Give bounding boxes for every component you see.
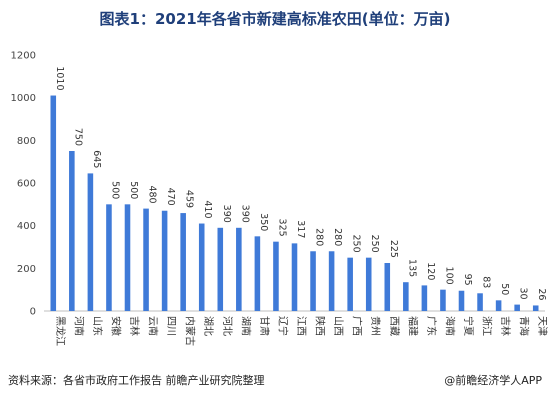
bar xyxy=(440,289,446,311)
y-tick-label: 0 xyxy=(30,307,36,318)
data-label: 280 xyxy=(332,228,343,246)
bar xyxy=(384,263,391,311)
category-label: 福建 xyxy=(406,316,419,336)
bar xyxy=(273,241,279,311)
category-label: 黑龙江 xyxy=(54,316,67,346)
y-tick-label: 600 xyxy=(17,179,36,190)
data-label: 317 xyxy=(295,220,306,238)
bar xyxy=(495,300,502,311)
category-label: 四川 xyxy=(165,316,176,336)
bar xyxy=(365,257,372,311)
bar xyxy=(198,223,205,311)
data-label: 120 xyxy=(425,262,436,280)
y-tick-label: 800 xyxy=(17,136,36,147)
category-label: 河北 xyxy=(221,316,233,336)
bar xyxy=(421,285,428,311)
chart-title: 图表1：2021年各省市新建高标准农田(单位：万亩) xyxy=(99,10,451,28)
bar xyxy=(458,290,465,311)
data-label: 135 xyxy=(406,259,417,277)
bar xyxy=(514,304,520,311)
bar xyxy=(180,213,186,311)
category-label: 辽宁 xyxy=(276,316,289,336)
category-label: 河南 xyxy=(72,316,85,336)
data-label: 459 xyxy=(184,190,195,208)
bar xyxy=(143,208,149,311)
bar xyxy=(124,204,131,311)
y-axis-ticks: 0 200 400 600 800 1000 1200 xyxy=(11,51,36,318)
brand-credit: @前瞻经济学人APP xyxy=(444,374,542,387)
bar xyxy=(254,236,261,311)
bars xyxy=(50,95,539,312)
category-label: 海南 xyxy=(443,316,456,336)
data-label: 225 xyxy=(388,240,399,258)
data-label: 95 xyxy=(462,274,473,286)
bar-chart: 0 200 400 600 800 1000 1200 1010 750 645 500 500 48… xyxy=(11,51,549,347)
bar xyxy=(236,227,242,311)
bar xyxy=(87,173,94,311)
category-label: 山西 xyxy=(332,316,344,336)
data-label: 250 xyxy=(351,235,362,253)
y-tick-label: 200 xyxy=(17,264,36,275)
bar xyxy=(291,243,298,311)
y-tick-label: 1000 xyxy=(11,93,36,104)
category-label: 吉林 xyxy=(128,316,141,336)
footer: 资料来源：各省市政府工作报告 前瞻产业研究院整理 @前瞻经济学人APP xyxy=(8,372,542,390)
bar xyxy=(69,151,75,311)
data-label: 390 xyxy=(221,205,232,223)
category-label: 内蒙古 xyxy=(184,316,197,346)
data-label: 390 xyxy=(239,205,250,223)
category-label: 湖南 xyxy=(239,316,252,336)
data-label: 500 xyxy=(128,181,139,199)
bar xyxy=(310,251,316,311)
data-label: 1010 xyxy=(54,66,65,90)
category-label: 湖北 xyxy=(202,316,214,336)
category-label: 山东 xyxy=(91,316,104,336)
data-label: 410 xyxy=(202,200,213,218)
category-label: 贵州 xyxy=(369,316,382,336)
category-label: 吉林 xyxy=(499,316,512,336)
source-note: 资料来源：各省市政府工作报告 前瞻产业研究院整理 xyxy=(8,374,265,387)
bar xyxy=(347,257,353,311)
category-label: 天津 xyxy=(536,316,548,336)
bar xyxy=(328,251,335,311)
data-label: 750 xyxy=(72,128,83,146)
data-label: 83 xyxy=(481,276,492,288)
y-tick-label: 1200 xyxy=(11,51,36,62)
category-label: 浙江 xyxy=(481,316,493,336)
bar xyxy=(50,95,57,312)
data-label: 470 xyxy=(165,188,176,206)
category-label: 云南 xyxy=(147,316,160,336)
data-label: 100 xyxy=(443,267,454,285)
category-label: 广东 xyxy=(425,316,438,336)
bar xyxy=(477,293,483,311)
data-label: 350 xyxy=(258,213,269,231)
category-label: 广西 xyxy=(351,316,363,336)
category-label: 安徽 xyxy=(109,316,122,336)
bar xyxy=(532,305,539,311)
data-label: 50 xyxy=(499,283,510,295)
data-label: 30 xyxy=(518,288,529,300)
data-label: 645 xyxy=(91,150,102,168)
data-label: 480 xyxy=(147,185,158,203)
data-labels: 1010 750 645 500 500 480 470 459 410 390 390 350 325… xyxy=(54,66,547,300)
category-label: 青海 xyxy=(518,316,531,336)
data-label: 250 xyxy=(369,235,380,253)
data-label: 325 xyxy=(276,219,287,237)
category-labels: 黑龙江 河南 山东 安徽 吉林 云南 四川 内蒙古 湖北 河北 湖南 甘肃 辽宁 江西 陕西 山西 广西 贵州 西藏… xyxy=(54,316,548,346)
bar xyxy=(403,282,409,311)
bar xyxy=(106,204,112,311)
category-label: 西藏 xyxy=(388,316,400,336)
bar xyxy=(217,227,224,311)
data-label: 26 xyxy=(536,288,547,300)
category-label: 甘肃 xyxy=(258,316,271,336)
y-tick-label: 400 xyxy=(17,221,36,232)
category-label: 陕西 xyxy=(314,316,327,336)
category-label: 宁夏 xyxy=(462,316,475,336)
category-label: 江西 xyxy=(295,316,307,336)
bar xyxy=(161,210,168,311)
data-label: 500 xyxy=(109,181,120,199)
data-label: 280 xyxy=(314,228,325,246)
